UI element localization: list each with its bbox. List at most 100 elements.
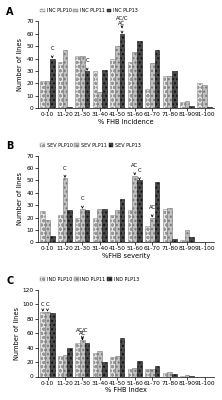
Bar: [172, 238, 177, 242]
Bar: [93, 218, 97, 242]
Bar: [180, 240, 185, 242]
Text: A: A: [6, 7, 14, 17]
Bar: [132, 368, 137, 376]
Text: AC: AC: [79, 331, 86, 340]
Bar: [137, 41, 142, 108]
Bar: [155, 366, 159, 376]
Bar: [167, 76, 172, 108]
Bar: [80, 209, 85, 242]
Bar: [120, 34, 124, 108]
Legend: SEV PLP10, SEV PLP11, SEV PLP13: SEV PLP10, SEV PLP11, SEV PLP13: [40, 142, 141, 148]
Bar: [202, 84, 207, 108]
Bar: [75, 56, 80, 108]
Bar: [155, 182, 159, 242]
Bar: [50, 58, 55, 108]
Bar: [97, 92, 102, 108]
Bar: [163, 209, 167, 242]
Bar: [80, 56, 85, 108]
Bar: [102, 362, 107, 376]
Bar: [197, 83, 202, 108]
Bar: [185, 230, 189, 242]
Bar: [40, 211, 45, 242]
Bar: [150, 369, 155, 376]
Bar: [128, 210, 132, 242]
Y-axis label: Number of lines: Number of lines: [18, 172, 24, 226]
Bar: [93, 354, 97, 376]
Bar: [85, 343, 89, 376]
Bar: [102, 209, 107, 242]
Bar: [80, 340, 85, 376]
Bar: [150, 64, 155, 108]
Bar: [185, 100, 189, 108]
Bar: [189, 106, 194, 108]
Bar: [137, 180, 142, 242]
Bar: [85, 71, 89, 108]
Bar: [50, 236, 55, 242]
Bar: [110, 357, 115, 376]
Bar: [120, 199, 124, 242]
Bar: [75, 343, 80, 376]
Legend: IND PLP10, IND PLP11, IND PLP13: IND PLP10, IND PLP11, IND PLP13: [40, 277, 139, 282]
Bar: [163, 76, 167, 108]
Bar: [67, 348, 72, 376]
Bar: [45, 81, 50, 108]
Bar: [67, 210, 72, 242]
Bar: [63, 178, 67, 242]
Legend: INC PLP10, INC PLP11, INC PLP13: INC PLP10, INC PLP11, INC PLP13: [40, 8, 138, 13]
Bar: [150, 218, 155, 242]
Bar: [58, 62, 63, 108]
Text: C: C: [81, 196, 84, 208]
Text: B: B: [6, 142, 14, 152]
Bar: [110, 58, 115, 108]
Bar: [180, 102, 185, 108]
Bar: [189, 237, 194, 242]
Bar: [40, 81, 45, 108]
Bar: [167, 372, 172, 376]
Text: AC: AC: [131, 163, 138, 175]
Text: C: C: [50, 46, 54, 58]
Bar: [185, 375, 189, 376]
Bar: [128, 62, 132, 108]
Bar: [102, 70, 107, 108]
Bar: [145, 226, 150, 242]
Bar: [45, 220, 50, 242]
Bar: [145, 369, 150, 376]
Bar: [115, 46, 120, 108]
Bar: [137, 361, 142, 376]
Bar: [58, 356, 63, 376]
Bar: [75, 218, 80, 242]
Bar: [132, 176, 137, 242]
Bar: [45, 312, 50, 376]
X-axis label: %FHB severity: %FHB severity: [102, 253, 150, 259]
Bar: [172, 374, 177, 376]
Text: AC/C: AC/C: [76, 328, 89, 338]
Text: AC/C: AC/C: [116, 15, 128, 28]
X-axis label: % FHB Index: % FHB Index: [105, 387, 147, 393]
Bar: [115, 210, 120, 242]
Text: C: C: [46, 302, 49, 311]
Bar: [50, 313, 55, 376]
X-axis label: % FHB Incidence: % FHB Incidence: [98, 118, 154, 124]
Bar: [167, 208, 172, 242]
Text: C: C: [138, 168, 141, 180]
Bar: [110, 215, 115, 242]
Y-axis label: Number of lines: Number of lines: [14, 307, 20, 360]
Bar: [207, 107, 212, 108]
Bar: [58, 215, 63, 242]
Bar: [63, 50, 67, 108]
Bar: [67, 107, 72, 108]
Bar: [97, 351, 102, 376]
Bar: [63, 355, 67, 376]
Text: C: C: [85, 58, 89, 70]
Bar: [132, 52, 137, 108]
Bar: [163, 373, 167, 376]
Bar: [115, 356, 120, 376]
Bar: [40, 312, 45, 376]
Bar: [155, 50, 159, 108]
Bar: [172, 71, 177, 108]
Bar: [97, 209, 102, 242]
Text: C: C: [63, 166, 67, 177]
Bar: [128, 369, 132, 376]
Bar: [85, 210, 89, 242]
Text: C: C: [41, 302, 45, 311]
